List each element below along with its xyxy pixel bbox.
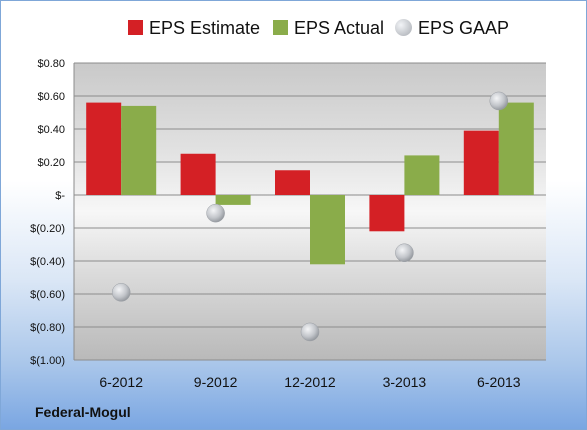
y-tick-label: $- [55, 190, 65, 202]
legend-swatch-estimate [128, 20, 143, 35]
y-tick-label: $0.40 [37, 124, 65, 136]
marker-eps-gaap [395, 243, 414, 262]
y-tick-label: $(0.20) [30, 223, 65, 235]
legend-item-eps-actual: EPS Actual [273, 15, 384, 41]
bar-eps-actual [310, 195, 345, 265]
x-tick-label: 3-2013 [383, 374, 427, 390]
bar-eps-estimate [463, 130, 499, 195]
legend-item-eps-gaap: EPS GAAP [395, 15, 509, 41]
legend-label-actual: EPS Actual [294, 18, 385, 38]
y-tick-label: $(1.00) [30, 355, 65, 367]
bar-eps-estimate [180, 153, 216, 195]
legend-marker-gaap [395, 19, 412, 36]
legend: EPS Estimate EPS Actual EPS GAAP [1, 15, 586, 41]
y-tick-label: $0.60 [37, 91, 65, 103]
y-tick-label: $(0.60) [30, 289, 65, 301]
marker-eps-gaap [206, 203, 225, 223]
y-tick-label: $0.80 [37, 58, 65, 70]
bar-eps-actual [121, 105, 157, 195]
legend-swatch-actual [273, 20, 288, 35]
bar-eps-actual [498, 102, 534, 195]
marker-eps-gaap [489, 91, 509, 111]
y-tick-label: $0.20 [37, 157, 65, 169]
x-tick-label: 9-2012 [194, 374, 238, 390]
bar-eps-estimate [369, 195, 405, 232]
legend-label-estimate: EPS Estimate [149, 18, 261, 38]
x-tick-label: 6-2013 [477, 374, 521, 390]
legend-label-gaap: EPS GAAP [418, 18, 510, 38]
marker-eps-gaap [300, 322, 320, 342]
marker-eps-gaap [111, 283, 131, 302]
y-tick-label: $(0.40) [30, 256, 65, 268]
legend-item-eps-estimate: EPS Estimate [128, 15, 260, 41]
bar-eps-estimate [86, 102, 122, 195]
bar-eps-actual [215, 195, 251, 205]
y-tick-label: $(0.80) [30, 322, 65, 334]
x-tick-label: 12-2012 [284, 374, 336, 390]
company-name: Federal-Mogul [35, 404, 131, 420]
bar-eps-estimate [275, 170, 310, 195]
x-tick-label: 6-2012 [99, 374, 143, 390]
bar-eps-actual [404, 155, 440, 195]
